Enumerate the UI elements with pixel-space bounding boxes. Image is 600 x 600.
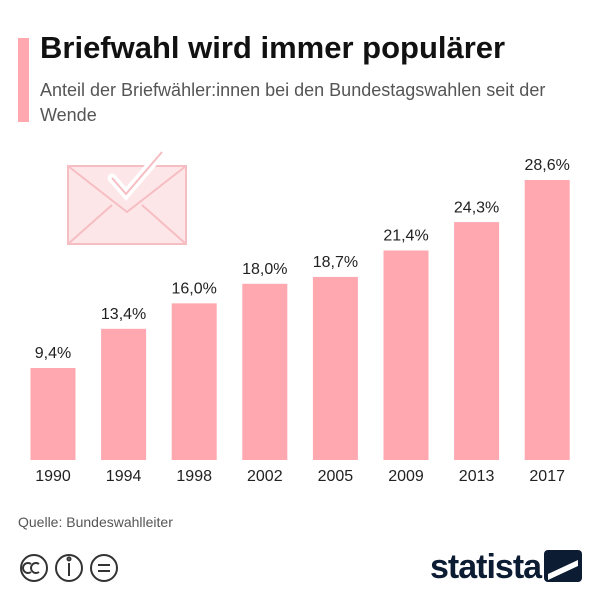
value-label: 9,4% (35, 345, 71, 362)
bar (30, 367, 76, 460)
bar (312, 276, 358, 460)
bar (101, 328, 147, 460)
bar (242, 283, 288, 460)
bar (524, 180, 570, 461)
accent-bar (18, 38, 29, 122)
x-tick-label: 1994 (106, 468, 142, 485)
value-label: 28,6% (525, 157, 570, 174)
x-tick-label: 2013 (459, 468, 495, 485)
source: Quelle: Bundeswahlleiter (18, 514, 173, 530)
x-tick-label: 2017 (529, 468, 565, 485)
bar (171, 303, 217, 460)
x-tick-label: 2002 (247, 468, 283, 485)
chart-title: Briefwahl wird immer populärer (40, 30, 506, 65)
value-label: 18,7% (313, 254, 358, 271)
x-tick-label: 1998 (176, 468, 212, 485)
bar (383, 250, 429, 460)
chart-subtitle: Anteil der Briefwähler:innen bei den Bun… (40, 80, 546, 125)
envelope-icon (67, 147, 187, 245)
value-label: 16,0% (172, 281, 217, 298)
cc-icons (20, 554, 118, 582)
value-label: 18,0% (242, 261, 287, 278)
brand-icon (544, 550, 582, 582)
value-label: 24,3% (454, 199, 499, 216)
x-tick-label: 1990 (35, 468, 71, 485)
bar (454, 222, 500, 460)
brand-logo: statista (430, 548, 542, 586)
x-tick-label: 2009 (388, 468, 424, 485)
x-tick-label: 2005 (318, 468, 354, 485)
value-label: 21,4% (383, 228, 428, 245)
value-label: 13,4% (101, 306, 146, 323)
